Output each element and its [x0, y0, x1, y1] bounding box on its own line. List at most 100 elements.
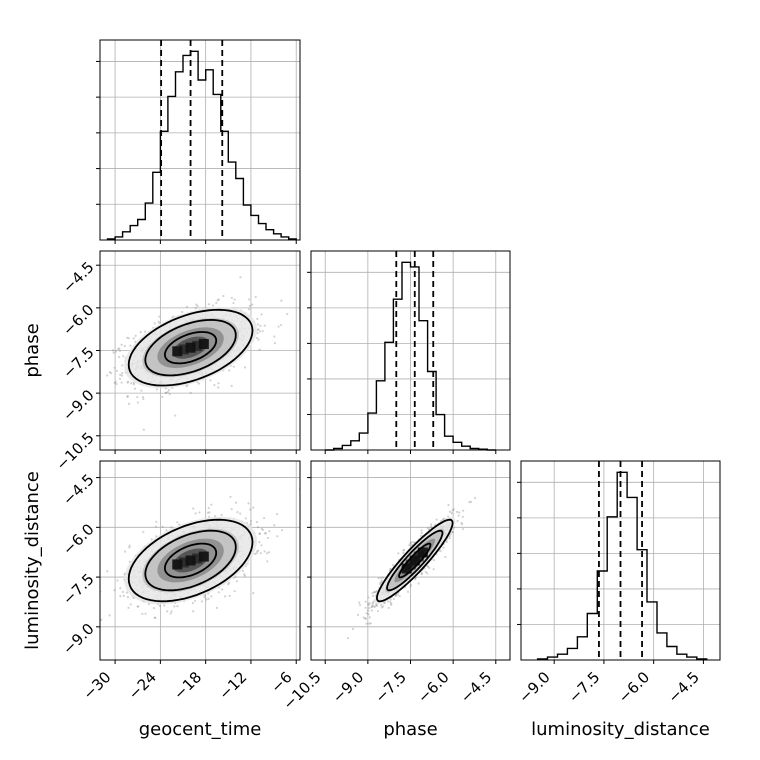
- sample-point: [368, 602, 371, 605]
- sample-point: [221, 588, 224, 591]
- sample-point: [113, 589, 116, 592]
- sample-point: [110, 371, 113, 375]
- density-peak: [178, 557, 189, 568]
- sample-point: [364, 617, 367, 620]
- sample-point: [373, 590, 376, 594]
- sample-point: [222, 294, 225, 298]
- sample-point: [123, 550, 127, 553]
- contour-line: [127, 308, 254, 387]
- sample-point: [189, 391, 192, 395]
- sample-point: [228, 594, 231, 597]
- sample-point: [273, 524, 276, 527]
- sample-point: [367, 613, 370, 616]
- sample-point: [227, 581, 231, 584]
- sample-point: [392, 597, 396, 601]
- sample-point: [255, 336, 259, 340]
- sample-point: [115, 382, 118, 386]
- sample-point: [113, 366, 116, 370]
- sample-point: [389, 600, 392, 604]
- sample-point: [266, 552, 269, 555]
- sample-point: [280, 299, 283, 302]
- sample-point: [192, 610, 195, 613]
- hist-frame-luminosity_distance: [520, 460, 721, 661]
- sample-point: [258, 348, 261, 351]
- sample-point: [194, 306, 197, 310]
- sample-point: [260, 527, 263, 531]
- y-tick-label: −9.0: [59, 386, 97, 424]
- sample-point: [420, 529, 423, 532]
- sample-point: [369, 622, 372, 625]
- sample-point: [249, 508, 252, 511]
- sample-point: [254, 295, 257, 299]
- sample-point: [132, 337, 135, 340]
- sample-point: [213, 515, 217, 518]
- sample-point: [158, 321, 161, 325]
- sample-point: [136, 605, 139, 608]
- y-tick-label: −6.0: [59, 301, 97, 339]
- sample-point: [382, 605, 385, 608]
- sample-point: [368, 616, 371, 619]
- sample-point: [258, 532, 261, 535]
- sample-point: [267, 551, 271, 554]
- sample-point: [260, 544, 263, 547]
- x-tick-label: −18: [170, 668, 205, 703]
- y-axis-label-luminosity_distance: luminosity_distance: [22, 471, 43, 650]
- sample-point: [121, 371, 124, 375]
- sample-point: [356, 613, 360, 616]
- sample-point: [195, 303, 198, 306]
- sample-point: [461, 515, 464, 519]
- sample-point: [191, 601, 194, 605]
- sample-point: [455, 510, 459, 513]
- sample-point: [176, 521, 179, 524]
- sample-point: [358, 603, 362, 607]
- sample-point: [358, 601, 361, 604]
- sample-point: [409, 585, 412, 588]
- density-peak: [185, 555, 196, 566]
- sample-point: [264, 532, 268, 535]
- density-peak: [178, 344, 189, 355]
- sample-point: [129, 603, 132, 606]
- sample-point: [268, 530, 271, 533]
- sample-point: [171, 315, 174, 318]
- sample-point: [396, 593, 399, 596]
- sample-point: [217, 382, 220, 385]
- sample-point: [277, 325, 280, 328]
- sample-point: [136, 396, 139, 399]
- sample-point: [258, 330, 262, 333]
- sample-point: [140, 389, 143, 392]
- density-peak: [198, 551, 209, 562]
- sample-point: [170, 526, 173, 529]
- sample-point: [367, 602, 370, 605]
- sample-point: [351, 627, 355, 631]
- sample-point: [169, 612, 172, 615]
- y-tick-label: −4.5: [59, 471, 97, 509]
- sample-point: [398, 595, 401, 598]
- sample-point: [157, 320, 160, 323]
- sample-point: [119, 373, 122, 376]
- x-tick-label: −4.5: [457, 668, 495, 706]
- sample-point: [127, 606, 130, 609]
- x-tick-label: −12: [215, 668, 250, 703]
- sample-point: [211, 304, 215, 307]
- sample-point: [95, 369, 97, 371]
- sample-point: [123, 345, 126, 348]
- sample-point: [106, 570, 109, 573]
- sample-point: [173, 605, 176, 608]
- sample-point: [203, 596, 206, 599]
- scatter-panel-geocent_time-luminosity_distance: [96, 461, 300, 664]
- sample-point: [117, 355, 121, 359]
- sample-point: [256, 323, 259, 326]
- sample-point: [248, 304, 251, 308]
- histogram-luminosity_distance: [536, 471, 708, 660]
- sample-point: [215, 606, 219, 609]
- panel-frame-phase-luminosity_distance: [310, 460, 511, 661]
- sample-point: [167, 389, 171, 392]
- contour-line: [144, 529, 237, 592]
- sample-point: [417, 582, 420, 585]
- density-peak: [417, 547, 428, 558]
- sample-point: [409, 541, 412, 545]
- y-tick-label: −7.5: [59, 343, 97, 381]
- sample-point: [426, 527, 430, 530]
- sample-point: [206, 511, 210, 514]
- sample-point: [227, 583, 230, 586]
